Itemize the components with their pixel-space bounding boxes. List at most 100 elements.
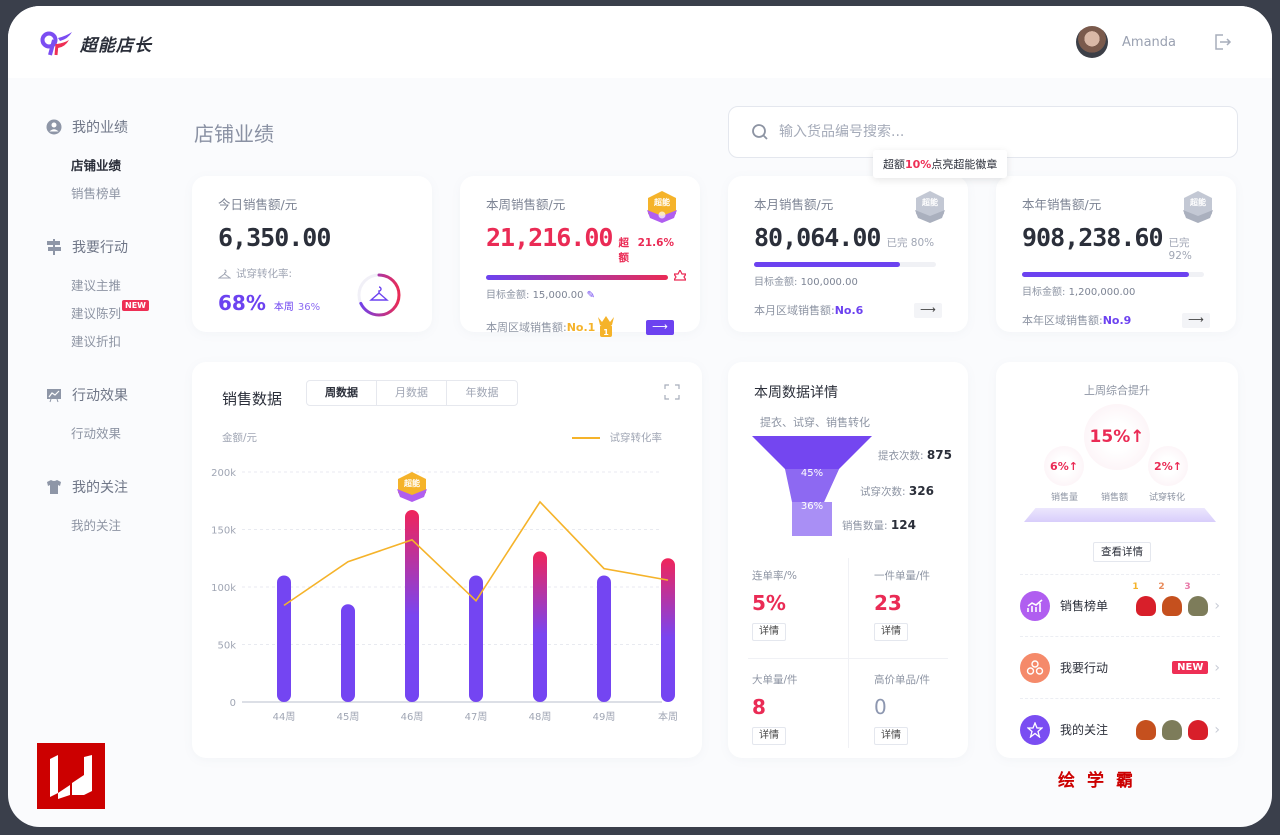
detail-button[interactable]: 详情 <box>752 727 786 745</box>
divider <box>748 658 948 659</box>
gold-medal-icon: 1 <box>597 316 614 337</box>
bar <box>661 558 675 702</box>
divider <box>848 558 849 748</box>
medal-1: 1 <box>1132 581 1139 592</box>
metric-value: 5% <box>752 591 786 615</box>
rank-label: 本周区域销售额: <box>486 321 567 334</box>
kpi-label: 今日销售额/元 <box>218 197 298 212</box>
x-tick-label: 49周 <box>593 711 616 723</box>
x-tick-label: 46周 <box>401 711 424 723</box>
sidebar-item-action-effect[interactable]: 行动效果 <box>71 426 122 441</box>
kpi-label: 本月销售额/元 <box>754 197 834 212</box>
sidebar-item-my-follow[interactable]: 我的关注 <box>71 518 122 533</box>
edit-icon[interactable]: ✎ <box>586 290 596 301</box>
kpi-card-month: 本月销售额/元 超能 80,064.00 已完 80% 目标金额: 100,00… <box>728 176 968 332</box>
tab-month[interactable]: 月数据 <box>377 381 447 405</box>
product-thumbnail <box>1162 595 1183 616</box>
metric-cell: 一件单量/件 23 详情 <box>850 558 970 658</box>
new-badge: NEW <box>122 300 149 311</box>
sidebar-item-suggest-promote[interactable]: 建议主推 <box>71 278 122 293</box>
sidebar-head-action[interactable]: 我要行动 <box>46 236 186 258</box>
medal-number: 1 <box>603 328 609 337</box>
badge-text: 超能 <box>403 478 420 488</box>
tab-year[interactable]: 年数据 <box>465 386 499 399</box>
detail-button[interactable]: 详情 <box>874 727 908 745</box>
conversion-funnel: 45% 36% <box>752 436 872 536</box>
rank-text: 本月区域销售额:No.6 <box>754 302 863 318</box>
target-value: 1,200,000.00 <box>1068 287 1136 298</box>
over-value: 21.6% <box>637 237 674 249</box>
sidebar-group-performance: 我的业绩 店铺业绩 销售榜单 <box>46 116 186 208</box>
target-row: 目标金额: 100,000.00 <box>754 273 942 288</box>
metric-cell: 高价单品/件 0 详情 <box>850 662 970 762</box>
badge-text: 超能 <box>921 197 938 207</box>
stage-label: 试穿次数: <box>860 486 906 498</box>
product-thumbnail <box>1188 719 1209 740</box>
brand-logo[interactable]: 超能店长 <box>40 30 152 56</box>
y-tick-label: 100k <box>211 583 236 594</box>
bar <box>341 604 355 702</box>
metric-cell: 连单率/% 5% 详情 <box>728 558 848 658</box>
metric-label: 连单率/% <box>752 570 798 582</box>
badge-text: 超能 <box>653 197 670 207</box>
funnel-subtitle: 提衣、试穿、销售转化 <box>760 416 870 429</box>
search-input[interactable] <box>779 124 1199 140</box>
sidebar-head-follow[interactable]: 我的关注 <box>46 476 186 498</box>
rank-value: No.9 <box>1102 314 1132 327</box>
metric-value: 0 <box>874 695 887 719</box>
bar <box>597 575 611 702</box>
chart-title: 销售数据 <box>222 390 283 408</box>
metric-label: 一件单量/件 <box>874 570 931 582</box>
month-detail-button[interactable]: ⟶ <box>914 302 942 318</box>
super-badge-locked-icon: 超能 <box>915 191 945 223</box>
progress-fill <box>1022 272 1190 277</box>
rank-value: No.1 <box>566 321 596 334</box>
search-icon <box>752 124 768 140</box>
funnel-label-try: 试穿次数: 326 <box>860 484 934 499</box>
target-label: 目标金额: <box>1022 287 1066 298</box>
y-tick-label: 50k <box>217 641 236 652</box>
bubble-label: 销售额 <box>1101 493 1129 503</box>
avatar[interactable] <box>1076 26 1109 58</box>
tab-week[interactable]: 周数据 <box>307 381 377 405</box>
top-products: 1 2 3 <box>1120 582 1209 616</box>
week-detail-button[interactable]: ⟶ <box>645 319 674 335</box>
x-tick-label: 44周 <box>273 711 296 723</box>
sidebar-item-sales-ranking[interactable]: 销售榜单 <box>71 186 122 201</box>
sidebar-item-suggest-discount[interactable]: 建议折扣 <box>71 334 122 349</box>
year-detail-button[interactable]: ⟶ <box>1182 312 1210 328</box>
progress-fill <box>754 262 900 267</box>
hanger-icon <box>369 286 389 301</box>
over-label: 超额 <box>618 237 629 264</box>
badge-tooltip: 超额10%点亮超能徽章 <box>873 150 1008 178</box>
progress-track <box>754 262 936 267</box>
target-row: 目标金额: 15,000.00 ✎ <box>486 286 674 301</box>
rank-row: 本周区域销售额:No.1 1 ⟶ <box>486 315 674 339</box>
sidebar-item-store-performance[interactable]: 店铺业绩 <box>71 158 122 173</box>
funnel-stage-pick <box>752 436 872 469</box>
sidebar-item-suggest-display[interactable]: 建议陈列 NEW <box>46 300 186 328</box>
product-rank-2: 2 <box>1158 582 1183 616</box>
detail-button[interactable]: 详情 <box>752 623 786 641</box>
search-box[interactable] <box>728 106 1238 158</box>
chevron-right-icon: › <box>1214 597 1220 614</box>
week-label: 本周 <box>273 302 294 313</box>
shortcut-sales-ranking[interactable]: 销售榜单 1 2 3 › <box>1020 574 1220 636</box>
bar <box>533 551 547 702</box>
progress-track <box>1022 272 1204 277</box>
sidebar-head-effect[interactable]: 行动效果 <box>46 384 186 406</box>
logout-icon[interactable] <box>1212 32 1232 52</box>
funnel-stage-sale <box>792 502 832 536</box>
shortcut-my-follow[interactable]: 我的关注 › <box>1020 698 1220 760</box>
shortcut-take-action[interactable]: 我要行动 NEW › <box>1020 636 1220 698</box>
sidebar-head-performance[interactable]: 我的业绩 <box>46 116 186 138</box>
user-name[interactable]: Amanda <box>1122 34 1176 50</box>
detail-button[interactable]: 详情 <box>874 623 908 641</box>
user-area: Amanda <box>1076 26 1232 58</box>
expand-icon[interactable] <box>664 384 680 400</box>
product-rank-3: 3 <box>1184 582 1209 616</box>
stage-value: 124 <box>890 518 916 532</box>
view-details-button[interactable]: 查看详情 <box>1093 542 1151 562</box>
metric-label: 大单量/件 <box>752 674 798 686</box>
new-badge: NEW <box>1172 661 1209 674</box>
